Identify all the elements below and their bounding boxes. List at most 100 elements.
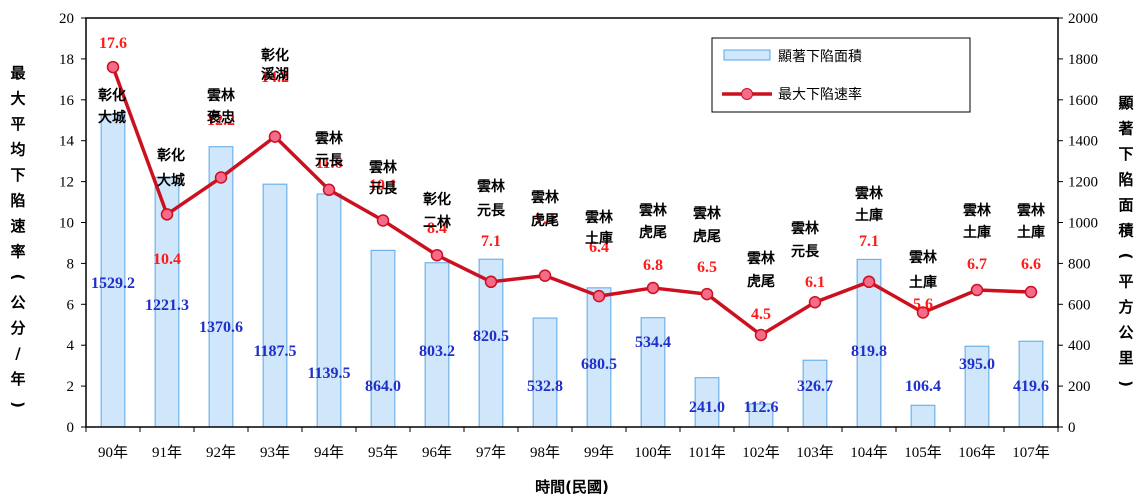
location-label: 土庫 [963, 224, 991, 241]
rate-value-label: 7.1 [481, 233, 501, 250]
left-tick-label: 12 [59, 175, 74, 191]
x-tick-label: 90年 [98, 444, 128, 461]
location-label: 雲林 [639, 202, 667, 219]
left-axis-ticks: 0 2 4 6 8 10 12 14 16 18 20 [59, 11, 86, 436]
rate-marker [430, 248, 444, 262]
right-title-char: 陷 [1118, 171, 1133, 189]
rate-marker [808, 296, 822, 309]
rate-value-label: 6.5 [697, 259, 717, 276]
x-tick-label: 91年 [152, 444, 182, 461]
left-title-char: 公 [10, 294, 25, 312]
rate-marker [268, 130, 282, 143]
location-label: 雲林 [315, 130, 343, 147]
x-tick-label: 99年 [584, 444, 614, 461]
x-tick-label: 105年 [904, 444, 942, 461]
right-title-char: ) [1117, 380, 1135, 387]
bar [262, 183, 288, 428]
rate-value-label: 10.1 [369, 177, 397, 194]
rate-marker [754, 328, 768, 342]
location-label: 雲林 [1017, 202, 1045, 219]
right-axis-ticks: 0 200 400 600 800 1000 1200 1400 1600 1800 2000 [1058, 11, 1098, 436]
left-title-char: / [15, 345, 21, 363]
location-label: 雲林 [207, 87, 235, 104]
bar-value-label: 534.4 [635, 334, 671, 351]
left-tick-label: 18 [59, 52, 74, 68]
right-title-char: 里 [1118, 349, 1133, 367]
right-title-char: 顯 [1118, 94, 1133, 112]
x-tick-label: 100年 [634, 444, 672, 461]
rate-marker [970, 283, 984, 297]
rate-line-layer [106, 60, 1038, 342]
location-label: 彰化 [98, 87, 126, 104]
right-tick-label: 1000 [1068, 216, 1098, 232]
right-tick-label: 1800 [1068, 52, 1098, 68]
right-title-char: 公 [1118, 324, 1133, 342]
bar-value-label: 419.6 [1013, 378, 1049, 395]
rate-marker [646, 281, 660, 295]
rate-marker [322, 183, 336, 197]
right-tick-label: 2000 [1068, 11, 1098, 27]
rate-marker [592, 289, 606, 303]
rate-value-label: 8.4 [427, 220, 447, 237]
rate-marker [214, 171, 228, 184]
x-tick-label: 97年 [476, 444, 506, 461]
x-axis-ticks: 90年 91年 92年 93年 94年 95年 96年 97年 98年 99年 100年 101年 10… [85, 427, 1059, 461]
location-label: 元長 [791, 244, 820, 260]
location-label: 溪湖 [261, 66, 289, 83]
location-label: 雲林 [855, 185, 883, 202]
bar-value-label: 680.5 [581, 356, 617, 373]
rate-marker [106, 60, 120, 74]
left-title-char: 率 [10, 243, 25, 261]
location-label: 雲林 [747, 250, 775, 267]
x-tick-label: 92年 [206, 444, 236, 461]
bar [532, 317, 558, 428]
rate-value-label: 6.7 [967, 256, 987, 273]
location-label: 虎尾 [747, 273, 775, 290]
x-tick-label: 106年 [958, 444, 996, 461]
x-tick-label: 103年 [796, 444, 834, 461]
right-title-char: 積 [1117, 222, 1134, 240]
location-label: 雲林 [477, 178, 505, 195]
legend: 顯著下陷面積 最大下陷速率 [711, 37, 971, 113]
right-tick-label: 1200 [1068, 175, 1098, 191]
left-title-char: 分 [10, 319, 25, 337]
bar [100, 113, 126, 428]
rate-value-label: 7.4 [535, 211, 555, 228]
rate-value-label: 14.2 [261, 69, 289, 86]
left-title-char: 均 [10, 141, 25, 159]
left-tick-label: 14 [59, 134, 75, 150]
right-tick-label: 200 [1068, 379, 1091, 395]
location-label: 大城 [98, 109, 126, 126]
location-label: 虎尾 [531, 212, 559, 229]
left-tick-label: 0 [67, 420, 75, 436]
rate-marker [916, 306, 930, 319]
rate-value-label: 17.6 [99, 35, 127, 52]
legend-line-marker [741, 88, 753, 100]
location-label: 褒忠 [206, 109, 235, 126]
rate-marker [700, 287, 714, 301]
location-label: 土庫 [909, 274, 937, 291]
location-label: 虎尾 [639, 224, 667, 241]
left-title-char: ) [9, 401, 27, 408]
left-title-char: 速 [10, 217, 25, 235]
location-label: 土庫 [855, 207, 883, 224]
rate-value-label: 4.5 [751, 306, 771, 323]
rate-value-label: 5.6 [913, 296, 933, 313]
left-tick-label: 20 [59, 11, 74, 27]
right-tick-label: 600 [1068, 297, 1091, 313]
location-label: 土庫 [585, 230, 613, 247]
x-tick-label: 102年 [742, 444, 780, 461]
bar-value-label: 819.8 [851, 343, 887, 360]
right-tick-label: 800 [1068, 256, 1091, 272]
x-tick-label: 95年 [368, 444, 398, 461]
left-tick-label: 8 [67, 256, 75, 272]
right-tick-label: 400 [1068, 338, 1091, 354]
location-label: 二林 [423, 214, 451, 231]
left-tick-label: 6 [67, 297, 75, 313]
bar [370, 249, 396, 428]
location-label: 雲林 [369, 159, 397, 176]
left-tick-label: 10 [59, 216, 74, 232]
x-axis-title: 時間(民國) [535, 478, 609, 496]
